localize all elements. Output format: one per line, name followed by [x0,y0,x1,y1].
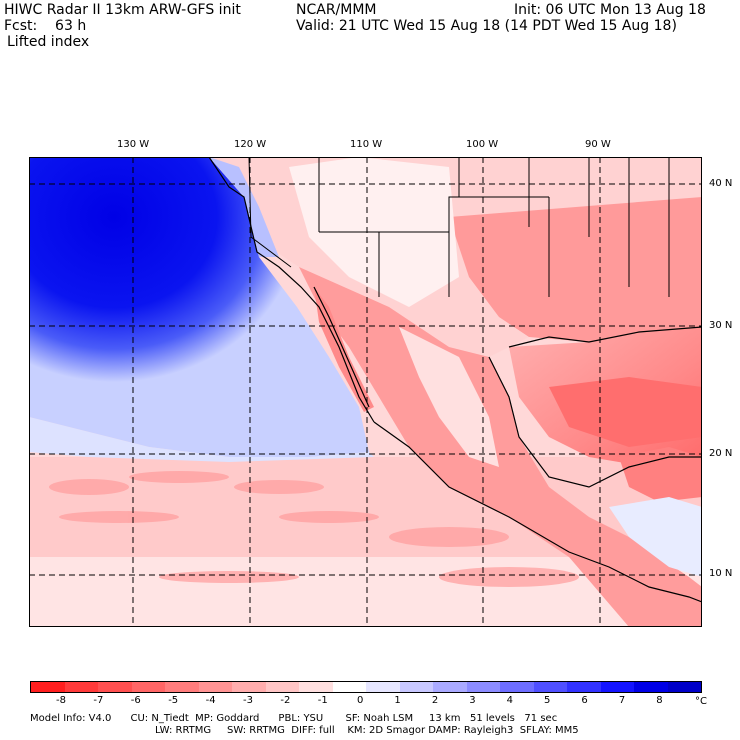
field-name: Lifted index [7,34,90,50]
colorbar-tick-label: 1 [394,695,401,706]
colorbar-swatch [265,682,299,692]
us-southeast-red [449,197,702,342]
colorbar-swatch [98,682,132,692]
colorbar-tick-label: -3 [243,695,253,706]
central-america-light [609,497,702,577]
colorbar [30,681,702,693]
org-label: NCAR/MMM [296,2,377,18]
colorbar-tick-label: -5 [168,695,179,706]
colorbar-swatch [567,682,601,692]
colorbar-tick-label: 7 [618,695,626,706]
coastlines [208,157,702,603]
lat-label-30n: 30 N [709,320,733,331]
colorbar-tick-label: 0 [357,695,364,706]
colorbar-unit: °C [695,696,707,707]
colorbar-swatch [399,682,433,692]
mexico-land [299,267,702,627]
lat-label-40n: 40 N [709,178,733,189]
mexico-plateau-light [399,327,499,467]
colorbar-tick-label: 2 [431,695,439,706]
colorbar-swatch [667,682,701,692]
pacific-scattered-patches [49,471,579,587]
colorbar-swatch [332,682,366,692]
colorbar-swatch [64,682,98,692]
colorbar-swatch [466,682,500,692]
forecast-hour: Fcst: 63 h [4,18,87,34]
colorbar-tick-label: -8 [56,695,66,706]
lon-label-100w: 100 W [466,139,499,150]
colorbar-swatch [600,682,634,692]
state-boundaries [248,157,670,297]
lon-label-110w: 110 W [350,139,383,150]
valid-time: Valid: 21 UTC Wed 15 Aug 18 (14 PDT Wed … [296,18,677,34]
colorbar-tick-label: 3 [469,695,476,706]
pacific-outer-blue [29,417,374,462]
colorbar-tick-label: 6 [581,695,588,706]
colorbar-swatch [533,682,567,692]
lon-label-130w: 130 W [117,139,150,150]
lon-label-120w: 120 W [234,139,267,150]
colorbar-tick-label: 5 [544,695,551,706]
colorbar-swatch [31,682,65,692]
colorbar-swatch [500,682,534,692]
colorbar-tick-label: -6 [130,695,141,706]
colorbar-tick-label: -2 [280,695,291,706]
colorbar-swatch [433,682,467,692]
colorbar-swatch [366,682,400,692]
colorbar-swatch [232,682,266,692]
colorbar-swatch [131,682,165,692]
lon-label-90w: 90 W [585,139,611,150]
lat-label-10n: 10 N [709,568,733,579]
colorbar-tick-label: -7 [93,695,104,706]
yucatan [619,447,702,502]
colorbar-tick-label: -1 [317,695,328,706]
colorbar-swatch [634,682,668,692]
gulf-core-red [549,377,702,447]
init-time: Init: 06 UTC Mon 13 Aug 18 [514,2,706,18]
lat-lon-grid [29,157,702,627]
colorbar-tick-label: 4 [506,695,513,706]
model-title: HIWC Radar II 13km ARW-GFS init [4,2,241,18]
colorbar-swatch [299,682,333,692]
pacific-negative-stability [29,157,369,457]
map-frame [29,157,702,627]
model-info-line2: LW: RRTMG SW: RRTMG DIFF: full KM: 2D Sm… [155,725,579,736]
lat-label-20n: 20 N [709,448,733,459]
colorbar-swatch [198,682,232,692]
lifted-index-map [29,157,702,627]
colorbar-swatch [165,682,199,692]
california-blue [209,157,279,257]
model-info-line1: Model Info: V4.0 CU: N_Tiedt MP: Goddard… [30,713,558,724]
colorbar-tick-label: 8 [656,695,663,706]
colorbar-tick-label: -4 [205,695,216,706]
